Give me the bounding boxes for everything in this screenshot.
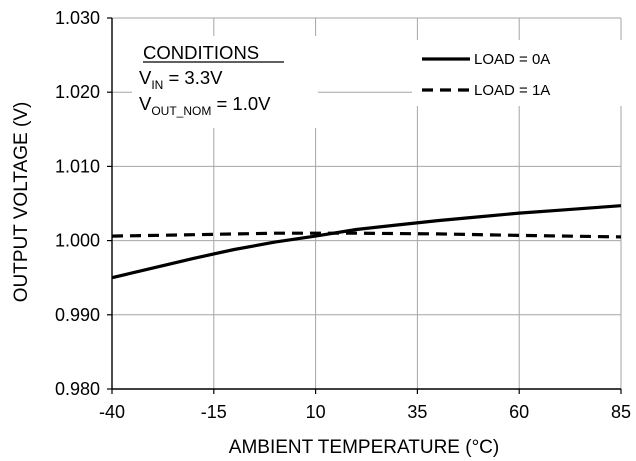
vout-subscript: OUT_NOM bbox=[151, 104, 211, 118]
vin-subscript: IN bbox=[151, 78, 163, 92]
conditions-heading: CONDITIONS bbox=[143, 42, 259, 63]
y-axis-title: OUTPUT VOLTAGE (V) bbox=[11, 102, 32, 303]
x-tick-label: -15 bbox=[201, 402, 227, 422]
y-tick-label: 1.010 bbox=[55, 156, 100, 176]
series-lines bbox=[111, 204, 622, 280]
series-line-load-0a bbox=[111, 204, 622, 280]
series-line-load-1a bbox=[111, 231, 622, 239]
y-tick-label: 0.980 bbox=[55, 379, 100, 399]
vout-var: V bbox=[139, 93, 152, 114]
x-axis-title: AMBIENT TEMPERATURE (°C) bbox=[229, 437, 499, 458]
legend-label-load-1a: LOAD = 1A bbox=[474, 82, 550, 99]
conditions-vin: VIN = 3.3V bbox=[139, 67, 223, 92]
annotation-background bbox=[132, 36, 318, 128]
y-tick-label: 1.020 bbox=[55, 82, 100, 102]
x-tick-label: 35 bbox=[407, 402, 427, 422]
y-tick-label: 0.990 bbox=[55, 305, 100, 325]
tick-labels: -40 -15 10 35 60 85 0.980 0.990 1.000 1.010 1.020 1… bbox=[55, 8, 631, 422]
y-tick-label: 1.030 bbox=[55, 8, 100, 28]
conditions-annotation: CONDITIONS VIN = 3.3V VOUT_NOM = 1.0V bbox=[139, 42, 284, 118]
vin-var: V bbox=[139, 67, 152, 88]
axes bbox=[107, 17, 622, 394]
x-tick-label: 10 bbox=[306, 402, 326, 422]
conditions-vout-nom: VOUT_NOM = 1.0V bbox=[139, 93, 271, 118]
x-tick-label: 85 bbox=[611, 402, 631, 422]
vin-value: = 3.3V bbox=[163, 67, 223, 88]
legend-label-load-0a: LOAD = 0A bbox=[474, 51, 550, 68]
legend: LOAD = 0A LOAD = 1A bbox=[422, 51, 550, 99]
y-tick-label: 1.000 bbox=[55, 231, 100, 251]
vout-value: = 1.0V bbox=[211, 93, 271, 114]
legend-background bbox=[412, 40, 624, 106]
x-tick-label: -40 bbox=[99, 402, 125, 422]
x-tick-label: 60 bbox=[509, 402, 529, 422]
